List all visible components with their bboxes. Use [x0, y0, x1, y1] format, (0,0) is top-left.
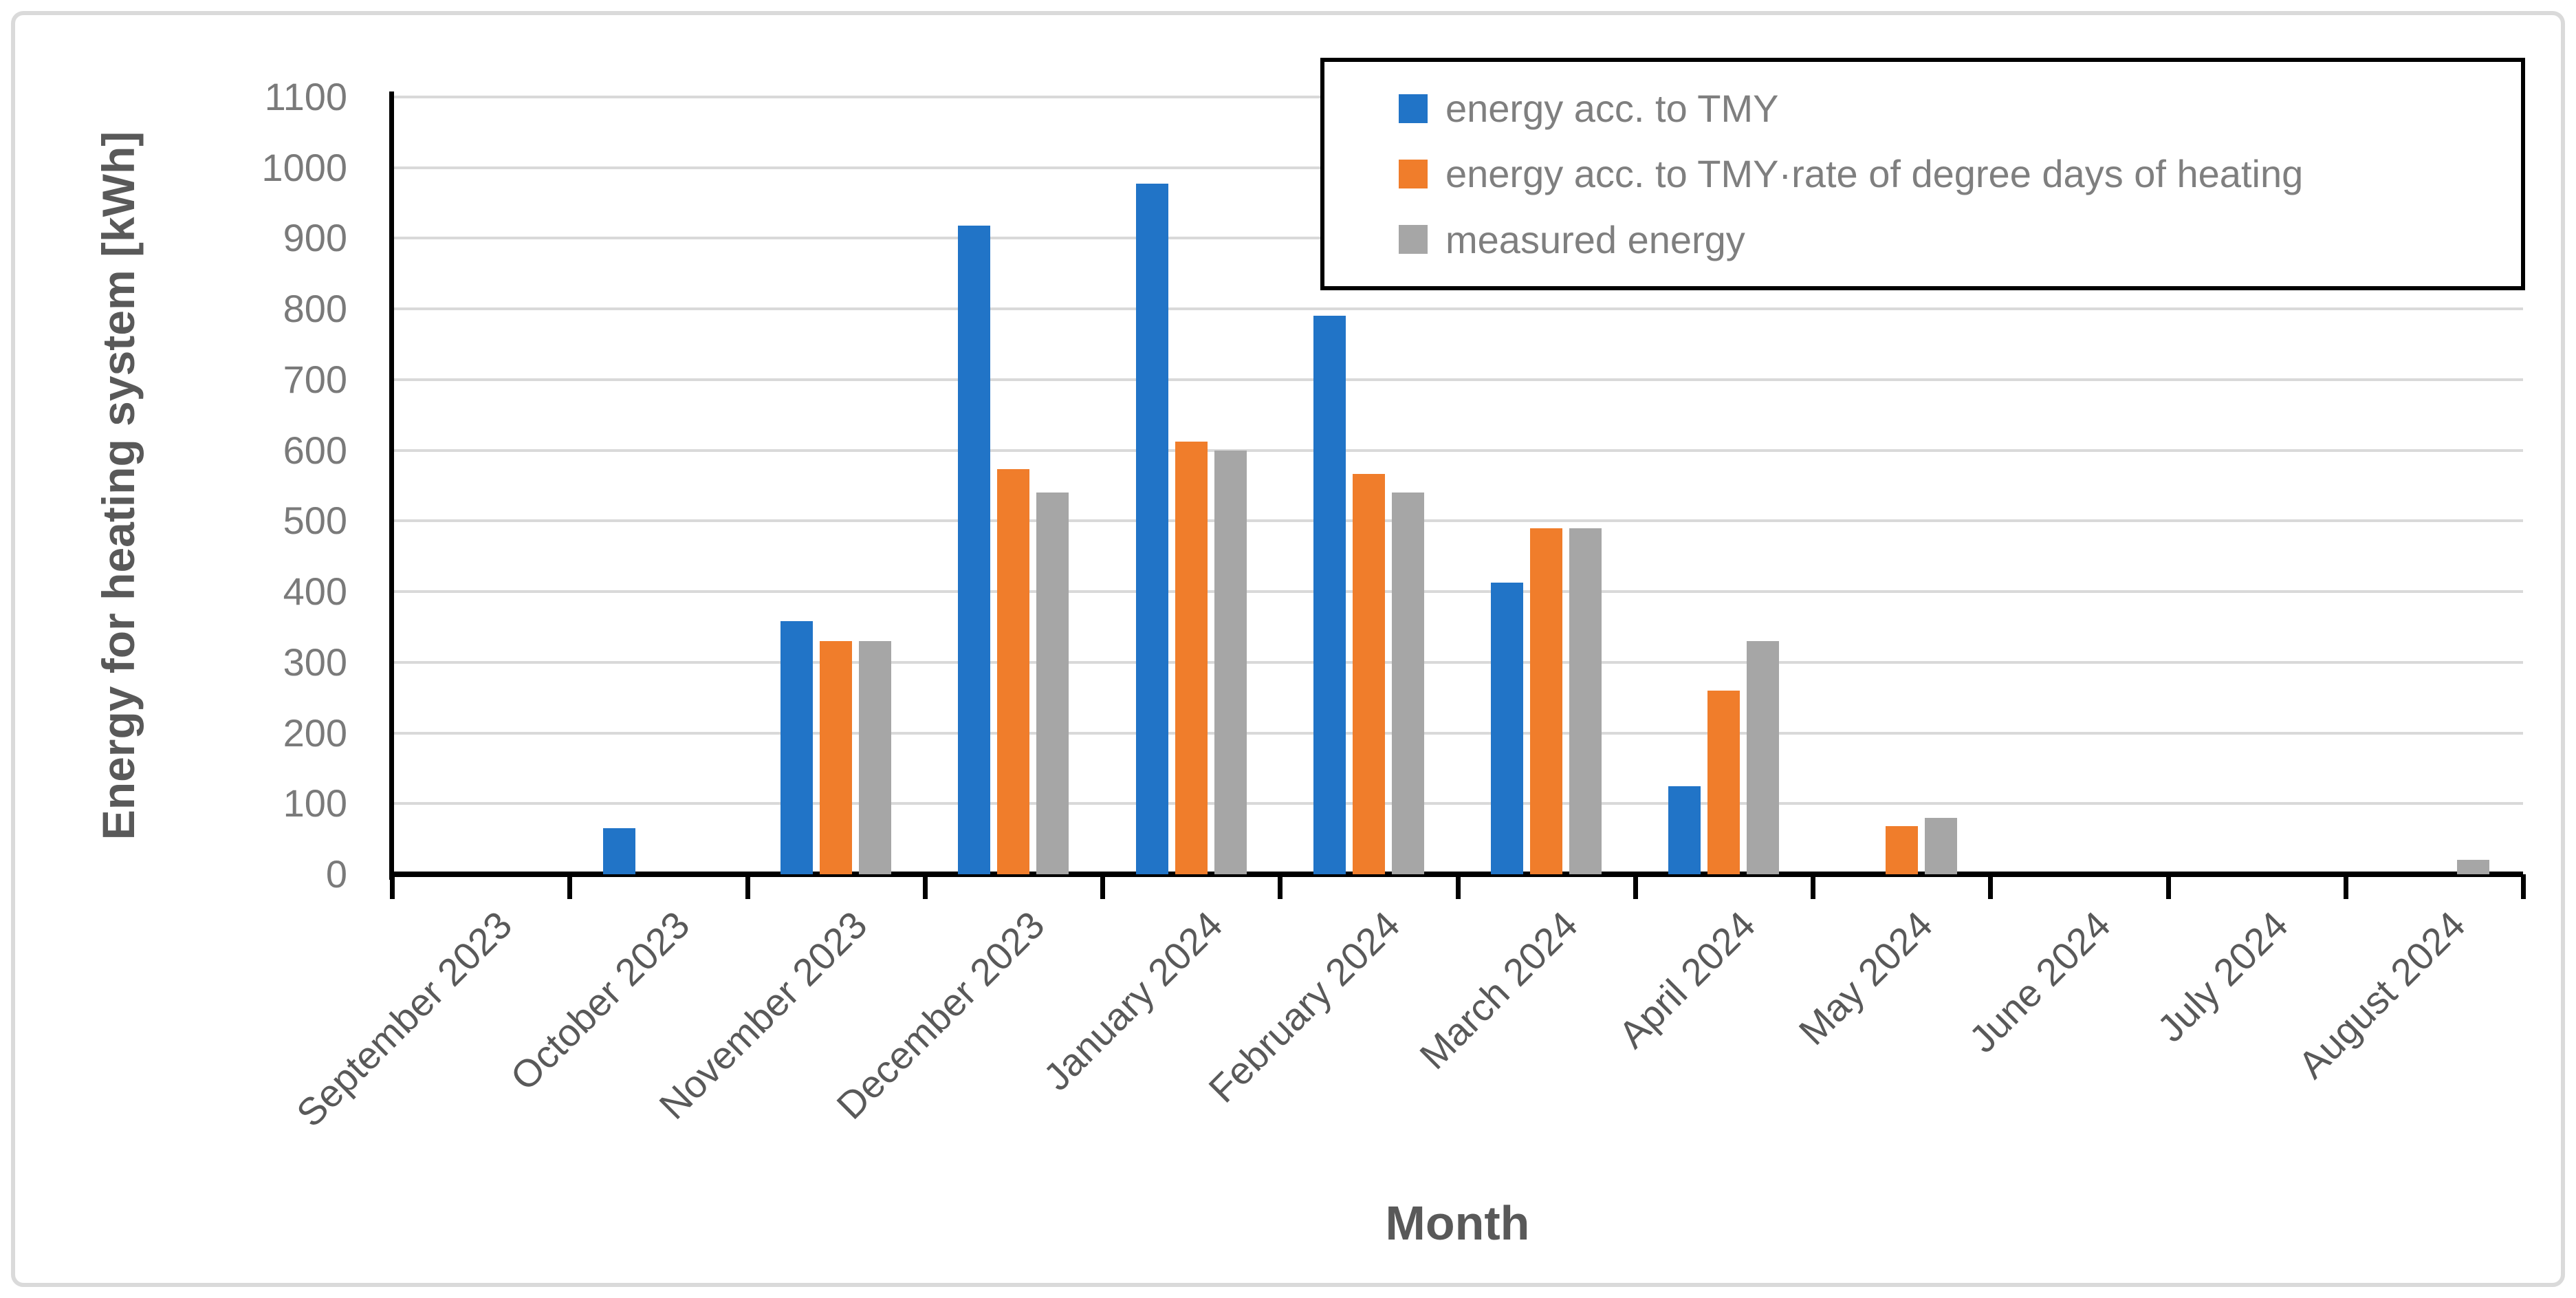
bar-series-2 — [820, 641, 853, 874]
x-axis-tick-mark — [390, 874, 395, 899]
x-axis-tick-mark — [567, 874, 573, 899]
bar-series-2 — [1530, 528, 1563, 874]
legend-item: energy acc. to TMY·rate of degree days o… — [1399, 151, 2521, 196]
bar-series-3 — [1391, 493, 1424, 874]
y-tick-label: 900 — [283, 216, 347, 260]
y-tick-label: 100 — [283, 781, 347, 825]
y-tick-label: 0 — [325, 852, 347, 896]
bar-series-3 — [1214, 450, 1247, 874]
y-gridline — [392, 448, 2523, 452]
x-axis-tick-mark — [922, 874, 928, 899]
bar-series-1 — [958, 225, 991, 874]
x-axis-tick-mark — [1988, 874, 1994, 899]
x-axis-tick-mark — [745, 874, 750, 899]
y-tick-label: 1000 — [261, 145, 347, 189]
x-axis-title: Month — [1385, 1196, 1530, 1250]
bar-series-3 — [1036, 493, 1069, 874]
bar-series-3 — [2457, 860, 2490, 874]
y-tick-label: 600 — [283, 428, 347, 472]
x-axis-tick-mark — [1811, 874, 1815, 899]
bar-series-2 — [1885, 826, 1918, 874]
bar-series-2 — [1352, 473, 1385, 874]
bar-series-2 — [1707, 690, 1740, 874]
bar-series-1 — [781, 621, 814, 874]
x-axis-tick-mark — [2165, 874, 2171, 899]
y-tick-label: 1100 — [264, 75, 347, 118]
y-gridline — [392, 378, 2523, 381]
y-tick-label: 400 — [283, 570, 347, 614]
legend-swatch-icon — [1399, 159, 1428, 188]
bar-series-1 — [1668, 786, 1701, 874]
y-gridline — [392, 590, 2523, 594]
x-axis-tick-mark — [1633, 874, 1638, 899]
y-gridline — [392, 731, 2523, 735]
bar-series-1 — [1313, 316, 1346, 874]
legend-swatch-icon — [1399, 225, 1428, 255]
bar-series-2 — [1175, 442, 1208, 874]
legend-swatch-icon — [1399, 94, 1428, 123]
y-tick-label: 300 — [283, 640, 347, 684]
y-gridline — [392, 660, 2523, 664]
y-gridline — [392, 802, 2523, 805]
legend: energy acc. to TMY energy acc. to TMY·rat… — [1320, 58, 2525, 290]
y-gridline — [392, 519, 2523, 523]
y-tick-label: 200 — [283, 711, 347, 755]
bar-series-1 — [1135, 184, 1168, 874]
bar-series-3 — [1924, 817, 1957, 874]
bar-series-2 — [997, 469, 1030, 874]
bar-series-1 — [602, 828, 635, 874]
x-axis-tick-mark — [2343, 874, 2348, 899]
bar-series-3 — [1569, 528, 1602, 874]
bar-series-1 — [1491, 582, 1524, 874]
legend-item: measured energy — [1399, 217, 2521, 262]
legend-label: energy acc. to TMY — [1445, 87, 1779, 131]
x-axis-tick-mark — [1100, 874, 1105, 899]
y-tick-label: 500 — [283, 499, 347, 543]
y-tick-label: 700 — [283, 357, 347, 401]
bar-series-3 — [1747, 641, 1780, 874]
y-tick-label: 800 — [283, 287, 347, 331]
y-axis-title: Energy for heating system [kWh] — [93, 131, 144, 841]
x-axis-tick-mark — [1455, 874, 1461, 899]
y-axis-line — [389, 91, 394, 880]
x-axis-tick-mark — [2521, 874, 2526, 899]
bar-series-3 — [859, 641, 892, 874]
legend-label: measured energy — [1445, 217, 1745, 261]
x-axis-tick-mark — [1278, 874, 1283, 899]
y-gridline — [392, 307, 2523, 311]
legend-label: energy acc. to TMY·rate of degree days o… — [1445, 152, 2304, 196]
legend-item: energy acc. to TMY — [1399, 86, 2521, 131]
